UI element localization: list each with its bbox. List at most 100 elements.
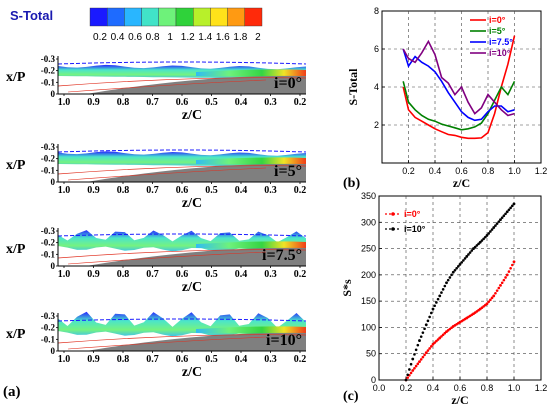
x-tick-label: 0.9 [87, 269, 100, 280]
data-point [470, 249, 474, 252]
data-point [428, 347, 431, 350]
data-point [411, 369, 415, 372]
data-point [414, 348, 418, 352]
streamline [57, 77, 307, 87]
x-tick-label: 0.5 [205, 185, 218, 196]
x-tick-label: 1.0 [508, 166, 521, 176]
data-point [416, 362, 420, 366]
y-axis-label: x/P [6, 158, 26, 173]
x-tick-label: 0.6 [455, 166, 468, 176]
x-tick-label: 0.2 [294, 97, 307, 108]
legend-marker [391, 227, 395, 231]
x-axis-label: z/C [182, 196, 202, 211]
colorbar-cell [244, 7, 263, 27]
data-point [433, 304, 436, 308]
data-point [504, 212, 507, 216]
x-tick-label: 1.0 [508, 383, 521, 393]
y-tick-label: 200 [361, 270, 376, 280]
x-tick-label: 0.9 [87, 97, 100, 108]
data-point [433, 341, 436, 344]
y-tick-label: -0.1 [41, 249, 56, 259]
data-point [430, 345, 433, 348]
x-tick-label: 0.6 [176, 269, 189, 280]
data-point [414, 364, 418, 368]
x-tick-label: 0.9 [87, 185, 100, 196]
colorbar-tick-label: 0.4 [111, 32, 125, 43]
series-line [402, 39, 515, 117]
legend-label: i=10° [404, 224, 426, 234]
x-tick-label: 0.4 [235, 269, 248, 280]
wake-core-contour [196, 69, 306, 77]
colorbar-tick-label: 0.8 [146, 32, 160, 43]
data-point [404, 378, 408, 382]
wake-core-contour [196, 157, 306, 165]
y-tick-label: 0 [51, 89, 56, 99]
x-tick-label: 0.4 [235, 97, 248, 108]
data-point [492, 226, 496, 229]
panel-c-label: (c) [343, 389, 359, 404]
data-point [494, 224, 497, 227]
data-point [473, 245, 477, 249]
data-point [441, 333, 445, 337]
data-point [509, 266, 512, 270]
y-tick-label: 250 [361, 244, 376, 254]
x-tick-label: 1.2 [535, 383, 548, 393]
data-point [495, 222, 499, 225]
x-tick-label: 1.0 [58, 185, 71, 196]
x-tick-label: 0.3 [264, 97, 277, 108]
data-point [408, 368, 411, 371]
data-point [512, 202, 516, 206]
data-point [451, 270, 455, 274]
data-point [500, 281, 504, 285]
y-tick-label: -0.1 [41, 77, 56, 87]
data-point [499, 283, 502, 287]
data-point [438, 336, 442, 340]
data-point [511, 263, 514, 267]
x-tick-label: 0.8 [482, 166, 495, 176]
data-point [450, 273, 453, 277]
x-axis-label: z/C [451, 393, 468, 407]
data-point [507, 270, 511, 273]
x-tick-label: 0.8 [117, 354, 130, 365]
data-point [512, 260, 516, 264]
y-tick-label: -0.1 [41, 334, 56, 344]
data-point [440, 291, 443, 294]
data-point [487, 300, 490, 304]
legend-label: i=0° [489, 15, 506, 25]
y-tick-label: 0 [51, 261, 56, 271]
contour-subplot: -0.3 -0.2-0.1 0 x/P 1.0 0.9 0.8 0.7 0.6 0.5 0.4 0.3… [6, 226, 306, 295]
x-tick-label: 0.7 [146, 97, 159, 108]
x-tick-label: 0.2 [402, 166, 415, 176]
wake-core-contour [196, 326, 306, 334]
y-tick-label: 100 [361, 322, 376, 332]
wake-core-contour [196, 241, 306, 249]
x-axis-label: z/C [182, 280, 202, 295]
panel-b-label: (b) [343, 176, 360, 191]
data-point [490, 296, 494, 300]
x-tick-label: 0.0 [373, 383, 386, 393]
data-point [507, 208, 511, 212]
x-tick-label: 0.6 [454, 383, 467, 393]
data-point [480, 239, 484, 242]
y-tick-label: -0.3 [41, 311, 56, 321]
data-point [423, 327, 426, 331]
data-point [457, 265, 460, 268]
data-point [413, 353, 416, 356]
data-point [489, 230, 492, 233]
x-tick-label: 0.8 [117, 185, 130, 196]
data-point [490, 228, 494, 231]
x-tick-label: 0.8 [117, 97, 130, 108]
x-tick-label: 0.7 [146, 354, 159, 365]
x-tick-label: 0.2 [400, 383, 413, 393]
x-tick-label: 1.0 [58, 97, 71, 108]
y-axis-label: x/P [6, 327, 26, 342]
x-tick-label: 0.2 [294, 354, 307, 365]
colorbar-cells [89, 7, 263, 27]
colorbar-cell [124, 7, 142, 27]
data-point [409, 362, 413, 366]
x-tick-label: 0.8 [481, 383, 494, 393]
y-tick-label: -0.3 [41, 226, 56, 236]
boundary-line [57, 61, 307, 65]
contour-subplot: -0.3 -0.2-0.1 0 x/P 1.0 0.9 0.8 0.7 0.6 0.5 0.4 0.3… [6, 311, 306, 380]
data-point [440, 335, 443, 338]
